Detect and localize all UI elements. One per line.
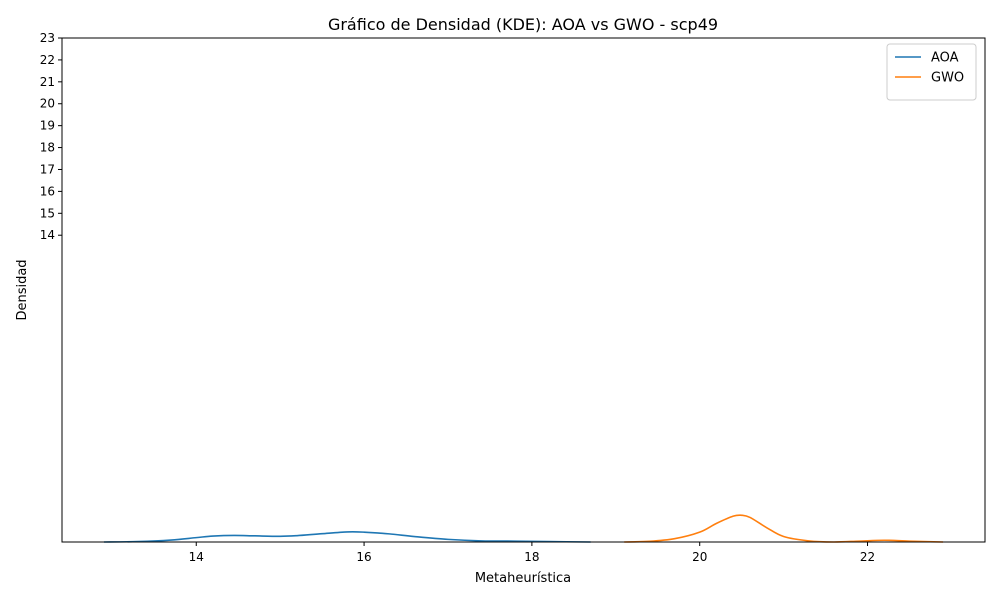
plot-frame (61, 37, 986, 543)
x-axis-label: Metaheurística (475, 571, 571, 586)
y-tick-label: 22 (40, 53, 55, 67)
x-tick-label: 14 (189, 550, 204, 564)
legend-label-aoa: AOA (931, 51, 959, 66)
chart-title: Gráfico de Densidad (KDE): AOA vs GWO - … (328, 15, 718, 34)
x-tick-label: 20 (692, 550, 707, 564)
y-tick-label: 14 (40, 228, 55, 242)
y-tick-label: 21 (40, 75, 55, 89)
y-axis: 14 15 16 17 18 19 20 21 22 23 (40, 31, 62, 242)
y-tick-label: 18 (40, 141, 55, 155)
y-tick-label: 19 (40, 119, 55, 133)
y-tick-label: 23 (40, 31, 55, 45)
series-line-aoa (103, 530, 591, 543)
legend-box (886, 43, 977, 101)
y-tick-label: 20 (40, 97, 55, 111)
legend-label-gwo: GWO (931, 71, 964, 86)
x-tick-label: 16 (356, 550, 371, 564)
y-axis-label: Densidad (15, 259, 30, 320)
x-tick-label: 22 (860, 550, 875, 564)
series-line-gwo (624, 514, 944, 543)
y-tick-label: 16 (40, 184, 55, 198)
x-tick-label: 18 (524, 550, 539, 564)
plot-area (103, 514, 944, 543)
legend: AOA GWO (886, 43, 977, 101)
y-tick-label: 17 (40, 162, 55, 176)
y-tick-label: 15 (40, 206, 55, 220)
x-axis: 14 16 18 20 22 (189, 542, 875, 564)
